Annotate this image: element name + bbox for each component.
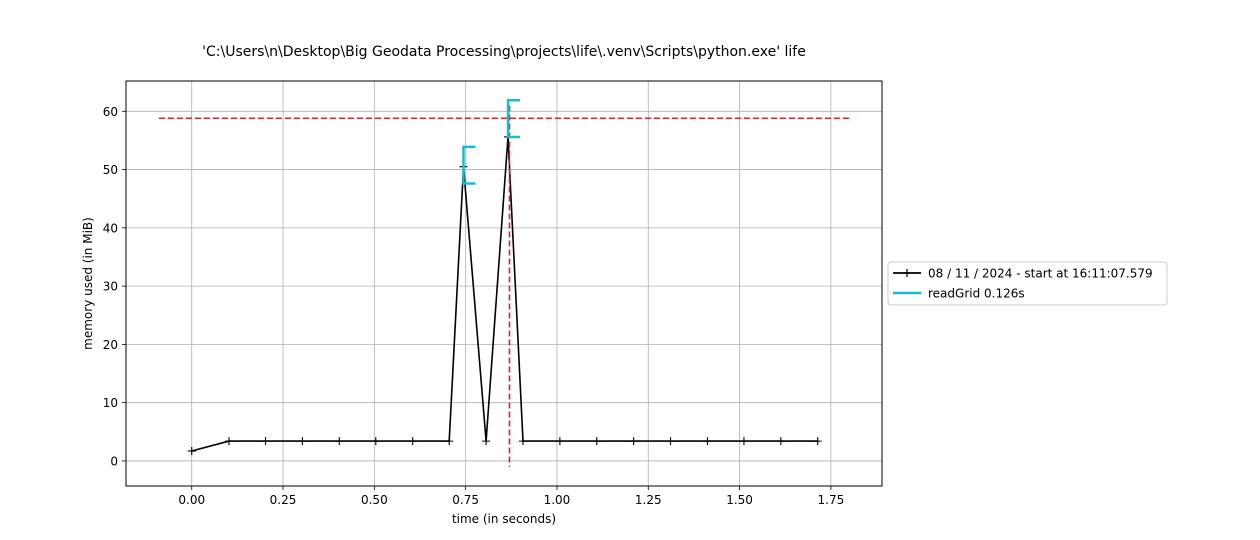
x-tick-label: 0.00	[178, 493, 205, 507]
legend-label-readgrid: readGrid 0.126s	[928, 287, 1025, 301]
plot-area-frame	[125, 80, 883, 487]
series-point	[518, 437, 527, 446]
series-point	[408, 437, 417, 446]
series-point	[776, 437, 785, 446]
series-point	[261, 437, 270, 446]
y-tick-label: 10	[103, 396, 118, 410]
function-bracket-group	[462, 98, 521, 185]
series-point	[666, 437, 675, 446]
x-tick-label: 0.25	[270, 493, 297, 507]
legend-box	[887, 261, 1168, 306]
legend-label-memory: 08 / 11 / 2024 - start at 16:11:07.579	[928, 267, 1153, 281]
series-point	[482, 437, 491, 446]
grid	[126, 81, 882, 486]
axis-ticks: 0.00 0.25 0.50 0.75 1.00 1.25 1.50 1.75 0 10 20 30 4…	[103, 105, 845, 507]
legend-marker-memory	[903, 269, 911, 277]
chart-title: 'C:\Users\n\Desktop\Big Geodata Processi…	[202, 44, 806, 60]
x-tick-label: 1.25	[635, 493, 662, 507]
readgrid-bracket	[506, 98, 521, 139]
series-point	[592, 437, 601, 446]
x-tick-label: 1.75	[818, 493, 845, 507]
series-point	[555, 437, 564, 446]
series-line	[191, 136, 818, 452]
series-point	[224, 437, 233, 446]
x-tick-label: 0.75	[452, 493, 479, 507]
y-tick-label: 60	[103, 105, 118, 119]
y-tick-label: 20	[103, 338, 118, 352]
x-tick-label: 1.50	[726, 493, 753, 507]
y-tick-label: 40	[103, 221, 118, 235]
series-point	[703, 437, 712, 446]
x-axis-label: time (in seconds)	[452, 512, 556, 526]
y-tick-label: 30	[103, 280, 118, 294]
x-tick-label: 0.50	[361, 493, 388, 507]
series-point	[629, 437, 638, 446]
x-tick-label: 1.00	[544, 493, 571, 507]
series-point	[739, 437, 748, 446]
series-point	[371, 437, 380, 446]
series-point	[298, 437, 307, 446]
y-tick-label: 0	[110, 454, 118, 468]
series-point	[335, 437, 344, 446]
y-tick-label: 50	[103, 163, 118, 177]
series-point	[187, 447, 196, 456]
readgrid-bracket	[462, 145, 476, 185]
series-point	[813, 437, 822, 446]
legend: 08 / 11 / 2024 - start at 16:11:07.579 r…	[887, 261, 1168, 306]
y-axis-label: memory used (in MiB)	[81, 217, 95, 350]
series-point	[445, 437, 454, 446]
